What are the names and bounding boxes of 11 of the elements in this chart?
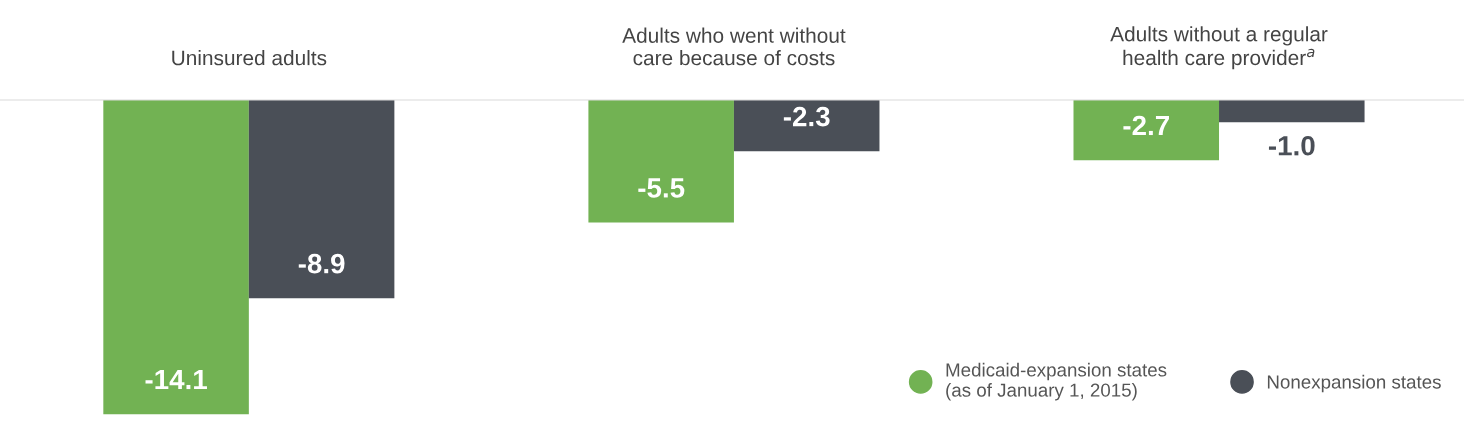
x-tick-label: Adults without a regular health care provider$^{a}$ — [1110, 26, 1328, 70]
x-tick-label: Adults who went without care because of costs — [622, 27, 846, 66]
data-label: -14.1 — [145, 369, 207, 390]
data-label: -5.5 — [638, 178, 685, 198]
data-label: -1.0 — [1268, 135, 1315, 156]
legend-label: Medicaid-expansion states (as of January 1, 2015) — [946, 362, 1167, 401]
x-tick-label: Uninsured adults — [172, 50, 327, 66]
data-label: -2.3 — [783, 106, 830, 127]
legend-label: Nonexpansion states — [1267, 374, 1441, 393]
data-label: -8.9 — [298, 253, 345, 274]
data-label: -2.7 — [1123, 115, 1169, 136]
